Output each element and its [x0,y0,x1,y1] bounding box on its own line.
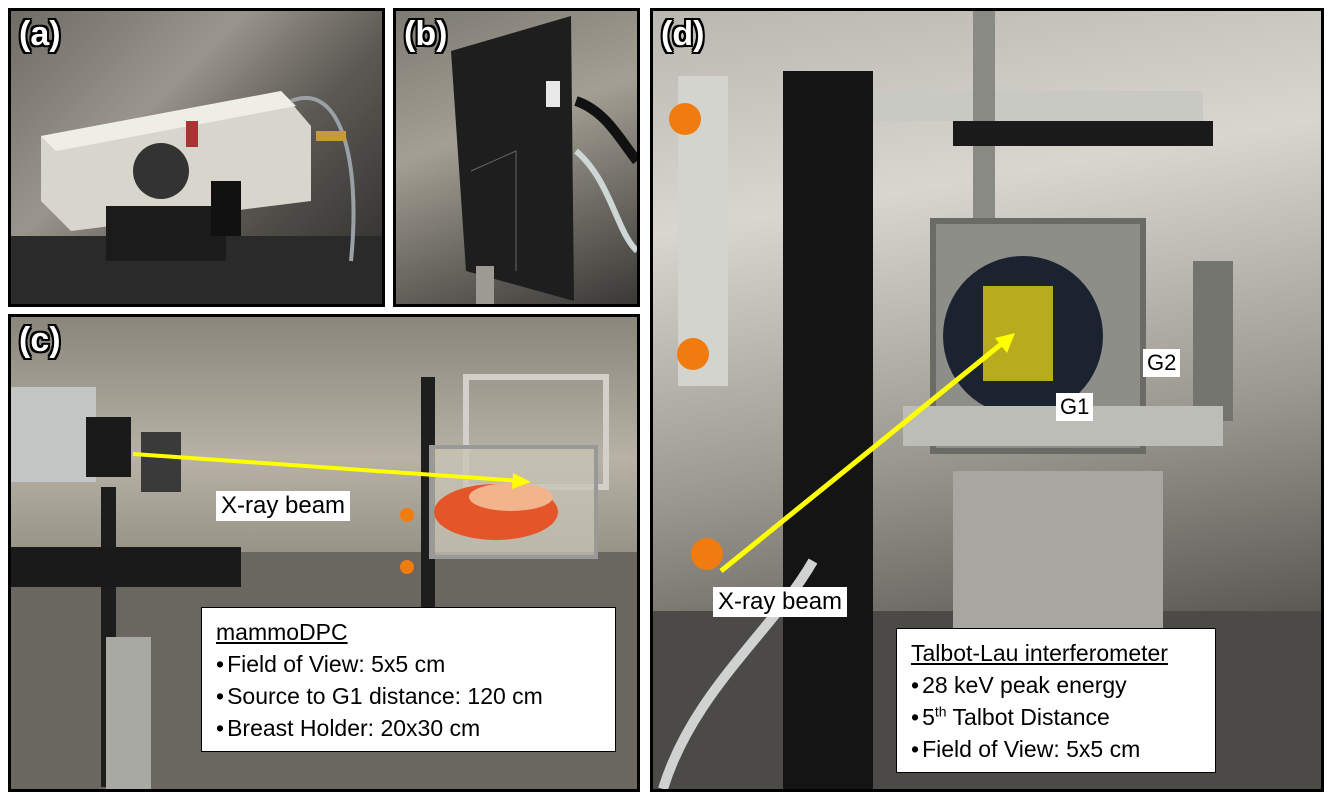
xray-beam-arrow-line-d [719,339,1007,573]
detector-panel [451,16,574,301]
talbot-order-suffix: th [934,703,947,720]
xray-beam-label-c: X-ray beam [216,491,351,521]
talbot-lau-field-of-view: Field of View: 5x5 cm [911,733,1203,765]
xray-beam-arrow-line-c [132,452,522,483]
detector-label-sticker [546,81,560,107]
talbot-order-number: 5 [922,704,935,730]
g1-label: G1 [1056,393,1094,421]
g2-label: G2 [1143,349,1181,377]
mammodpc-field-of-view: Field of View: 5x5 cm [216,648,603,680]
talbot-distance-text: Talbot Distance [946,704,1110,730]
top-stage-d [953,121,1213,146]
panel-c-label: (c) [19,321,61,359]
source-housing-top [41,91,296,151]
base-block-d [953,471,1163,651]
panel-c-mammodpc-setup-photo: (c) X-ray beam mammoDPC Field of View: 5… [8,314,640,792]
xray-beam-label-d: X-ray beam [713,587,848,617]
talbot-lau-peak-energy: 28 keV peak energy [911,669,1203,701]
panel-d-interferometer-photo: (d) X-ray beam G1 G2 Talbot-Lau interfer… [650,8,1324,792]
mammodpc-source-g1-distance: Source to G1 distance: 120 cm [216,680,603,712]
knob-d2 [677,338,709,370]
detector-tube [574,148,637,254]
xray-source-illustration [11,91,382,304]
mammodpc-info-box: mammoDPC Field of View: 5x5 cm Source to… [201,607,616,752]
knob-c2 [400,560,414,574]
talbot-lau-info-box: Talbot-Lau interferometer 28 keV peak en… [896,628,1216,773]
talbot-lau-talbot-distance: 5th Talbot Distance [911,701,1203,733]
pillar-c [106,637,151,789]
mammodpc-title: mammoDPC [216,619,348,645]
xray-beam-arrowhead-d [995,333,1015,353]
vertical-column-d [783,71,873,789]
panel-b-label: (b) [404,15,448,53]
g1-grating [983,286,1053,381]
panel-b-detector-photo: (b) [393,8,640,307]
source-mount [106,206,226,261]
detector-illustration [451,16,637,304]
knob-d1 [669,103,701,135]
talbot-lau-title: Talbot-Lau interferometer [911,640,1168,666]
shutter-block [211,181,241,236]
detector-cable [574,96,637,165]
breast-tissue-highlight [469,483,553,511]
source-unit-c [11,387,96,482]
source-motor [133,143,189,199]
knob-c1 [400,508,414,522]
panel-a-label: (a) [19,15,61,53]
hose-connector [316,131,346,141]
panel-a-xray-source-photo: (a) [8,8,385,307]
rail-c [11,547,241,587]
knob-d3 [691,538,723,570]
g2-holder [1193,261,1233,421]
detector-stand [476,266,494,304]
top-arm-d [873,91,1203,121]
source-front-c [86,417,131,477]
mammodpc-breast-holder: Breast Holder: 20x30 cm [216,712,603,744]
collimator-c [141,432,181,492]
xray-beam-arrowhead-c [512,473,531,489]
detector-active-area-outline [470,150,517,271]
source-tag [186,121,198,147]
panel-d-label: (d) [661,15,705,53]
